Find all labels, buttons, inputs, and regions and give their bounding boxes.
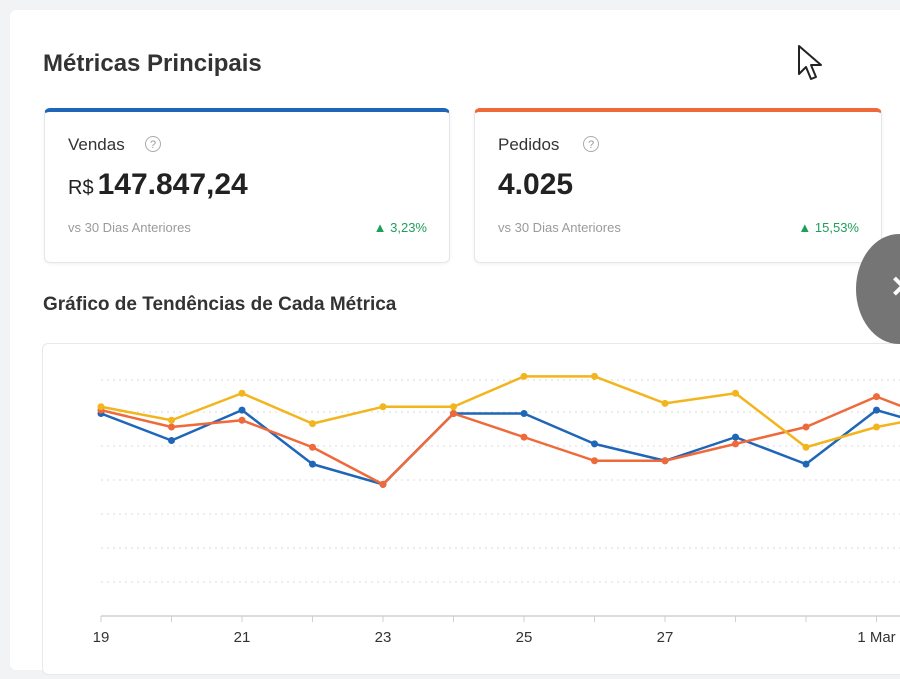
data-point[interactable] [802,443,810,451]
data-point[interactable] [97,403,105,411]
data-point[interactable] [168,423,175,431]
data-point[interactable] [520,410,528,417]
data-point[interactable] [309,443,316,451]
x-tick-label: 19 [93,629,110,646]
metric-label: Vendas [68,135,125,154]
x-tick-label: 25 [516,629,533,646]
metric-compare-text: vs 30 Dias Anteriores [498,220,621,235]
main-panel: Métricas Principais Vendas ? R$ 147.847,2… [10,10,900,675]
data-point[interactable] [379,403,387,411]
data-point[interactable] [309,460,316,468]
data-point[interactable] [450,403,457,411]
trend-chart-svg: 19 21 23 25 27 1 Mar [93,372,900,646]
series-line-0 [100,408,900,486]
data-point[interactable] [591,440,598,448]
metric-label: Pedidos [498,135,560,154]
data-point[interactable] [661,457,669,465]
data-point[interactable] [732,440,739,448]
page-title: Métricas Principais [43,50,262,77]
metric-compare-text: vs 30 Dias Anteriores [68,220,191,235]
data-point[interactable] [238,389,246,397]
data-point[interactable] [591,372,598,380]
data-point[interactable] [732,389,739,397]
data-point[interactable] [238,406,246,414]
data-point[interactable] [802,460,810,468]
data-point[interactable] [379,480,387,488]
data-point[interactable] [661,399,669,407]
data-point[interactable] [450,410,457,417]
data-point[interactable] [168,416,175,424]
x-tick-label: 21 [234,629,251,646]
data-point[interactable] [520,433,528,441]
metric-value: 4.025 [498,168,573,202]
info-icon[interactable]: ? [583,136,599,152]
data-point[interactable] [520,372,528,380]
data-point[interactable] [591,457,598,465]
floating-button-icon: ✕ [890,270,900,305]
metric-value: R$ 147.847,24 [68,168,248,202]
trend-chart: 19 21 23 25 27 1 Mar [42,343,900,675]
chart-title: Gráfico de Tendências de Cada Métrica [43,294,397,315]
currency-symbol: R$ [68,177,94,199]
metric-card-vendas[interactable]: Vendas ? R$ 147.847,24 vs 30 Dias Anterio… [44,108,450,263]
data-point[interactable] [873,406,880,414]
series-line-2 [100,375,900,449]
data-point[interactable] [238,416,246,424]
mouse-cursor-icon [798,45,822,80]
info-icon[interactable]: ? [145,136,161,152]
data-point[interactable] [873,423,880,431]
data-point[interactable] [309,420,316,428]
metric-card-pedidos[interactable]: Pedidos ? 4.025 vs 30 Dias Anteriores ▲ … [474,108,882,263]
data-point[interactable] [168,437,175,444]
x-tick-label: 1 Mar [857,629,895,646]
metric-change-badge: ▲ 15,53% [798,220,859,235]
metric-change-badge: ▲ 3,23% [373,220,427,235]
data-point[interactable] [732,433,739,441]
metric-number: 147.847,24 [97,168,248,201]
x-tick-label: 27 [657,629,674,646]
x-tick-label: 23 [375,629,392,646]
data-point[interactable] [873,393,880,401]
data-point[interactable] [802,423,810,431]
series-line-1 [100,395,900,486]
metric-number: 4.025 [498,168,574,201]
